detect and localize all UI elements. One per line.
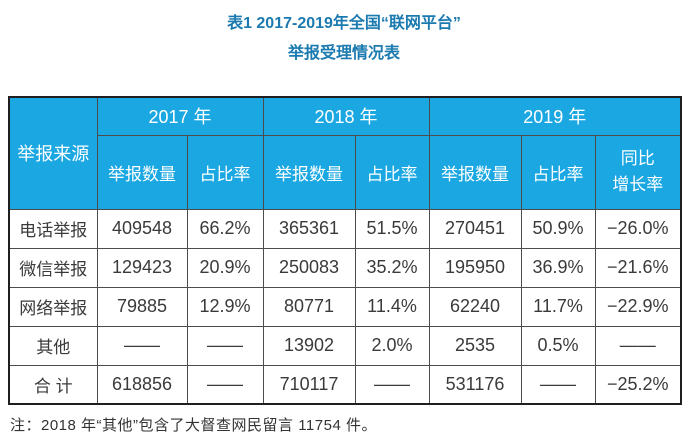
cell-2019-ratio: —— bbox=[520, 364, 596, 405]
report-table: 举报来源 2017 年 2018 年 2019 年 举报数量 占比率 举报数量 … bbox=[8, 96, 683, 405]
page-title: 表1 2017-2019年全国“联网平台” 举报受理情况表 bbox=[0, 0, 688, 69]
cell-2017-ratio: —— bbox=[186, 325, 264, 366]
cell-2019-count: 270451 bbox=[428, 208, 522, 249]
cell-2019-ratio: 11.7% bbox=[520, 286, 596, 327]
header-yoy-line1: 同比 bbox=[620, 149, 655, 168]
cell-2019-ratio: 50.9% bbox=[520, 208, 596, 249]
cell-2018-count: 365361 bbox=[262, 208, 356, 249]
cell-2017-count: 79885 bbox=[96, 286, 188, 327]
page-title-line2: 举报受理情况表 bbox=[287, 45, 400, 62]
header-2019-yoy-growth: 同比 增长率 bbox=[594, 134, 682, 210]
cell-2019-yoy: −26.0% bbox=[594, 208, 682, 249]
cell-2017-count: 409548 bbox=[96, 208, 188, 249]
header-2019-count: 举报数量 bbox=[428, 134, 522, 210]
cell-2019-yoy: −21.6% bbox=[594, 247, 682, 288]
cell-2019-ratio: 0.5% bbox=[520, 325, 596, 366]
cell-2018-count: 250083 bbox=[262, 247, 356, 288]
cell-2019-ratio: 36.9% bbox=[520, 247, 596, 288]
header-year-2019: 2019 年 bbox=[428, 96, 682, 136]
page-title-line1: 表1 2017-2019年全国“联网平台” bbox=[227, 15, 461, 32]
header-year-2017: 2017 年 bbox=[96, 96, 264, 136]
row-label-wechat: 微信举报 bbox=[8, 247, 98, 288]
cell-2018-count: 13902 bbox=[262, 325, 356, 366]
cell-2018-count: 710117 bbox=[262, 364, 356, 405]
row-label-phone: 电话举报 bbox=[8, 208, 98, 249]
footnote: 注：2018 年“其他”包含了大督查网民留言 11754 件。 bbox=[10, 417, 377, 434]
table-row-total: 合 计 618856 —— 710117 —— 531176 —— −25.2% bbox=[8, 364, 682, 405]
header-2018-count: 举报数量 bbox=[262, 134, 356, 210]
header-yoy-line2: 增长率 bbox=[612, 175, 664, 194]
cell-2019-yoy: —— bbox=[594, 325, 682, 366]
cell-2018-ratio: 2.0% bbox=[354, 325, 430, 366]
cell-2019-count: 2535 bbox=[428, 325, 522, 366]
table-row-network: 网络举报 79885 12.9% 80771 11.4% 62240 11.7%… bbox=[8, 286, 682, 327]
header-report-source: 举报来源 bbox=[8, 96, 98, 210]
cell-2017-ratio: 12.9% bbox=[186, 286, 264, 327]
cell-2017-ratio: 66.2% bbox=[186, 208, 264, 249]
header-2018-ratio: 占比率 bbox=[354, 134, 430, 210]
table-row-other: 其他 —— —— 13902 2.0% 2535 0.5% —— bbox=[8, 325, 682, 366]
cell-2019-count: 531176 bbox=[428, 364, 522, 405]
table-row-phone: 电话举报 409548 66.2% 365361 51.5% 270451 50… bbox=[8, 208, 682, 249]
row-label-total: 合 计 bbox=[8, 364, 98, 405]
header-2019-ratio: 占比率 bbox=[520, 134, 596, 210]
row-label-network: 网络举报 bbox=[8, 286, 98, 327]
cell-2019-count: 195950 bbox=[428, 247, 522, 288]
cell-2017-count: 618856 bbox=[96, 364, 188, 405]
table-row-wechat: 微信举报 129423 20.9% 250083 35.2% 195950 36… bbox=[8, 247, 682, 288]
cell-2017-ratio: —— bbox=[186, 364, 264, 405]
cell-2018-ratio: 51.5% bbox=[354, 208, 430, 249]
header-2017-ratio: 占比率 bbox=[186, 134, 264, 210]
row-label-other: 其他 bbox=[8, 325, 98, 366]
cell-2018-count: 80771 bbox=[262, 286, 356, 327]
cell-2017-count: 129423 bbox=[96, 247, 188, 288]
cell-2017-ratio: 20.9% bbox=[186, 247, 264, 288]
cell-2018-ratio: 11.4% bbox=[354, 286, 430, 327]
cell-2019-yoy: −25.2% bbox=[594, 364, 682, 405]
cell-2019-yoy: −22.9% bbox=[594, 286, 682, 327]
header-2017-count: 举报数量 bbox=[96, 134, 188, 210]
cell-2018-ratio: —— bbox=[354, 364, 430, 405]
cell-2019-count: 62240 bbox=[428, 286, 522, 327]
header-year-2018: 2018 年 bbox=[262, 96, 430, 136]
cell-2017-count: —— bbox=[96, 325, 188, 366]
cell-2018-ratio: 35.2% bbox=[354, 247, 430, 288]
